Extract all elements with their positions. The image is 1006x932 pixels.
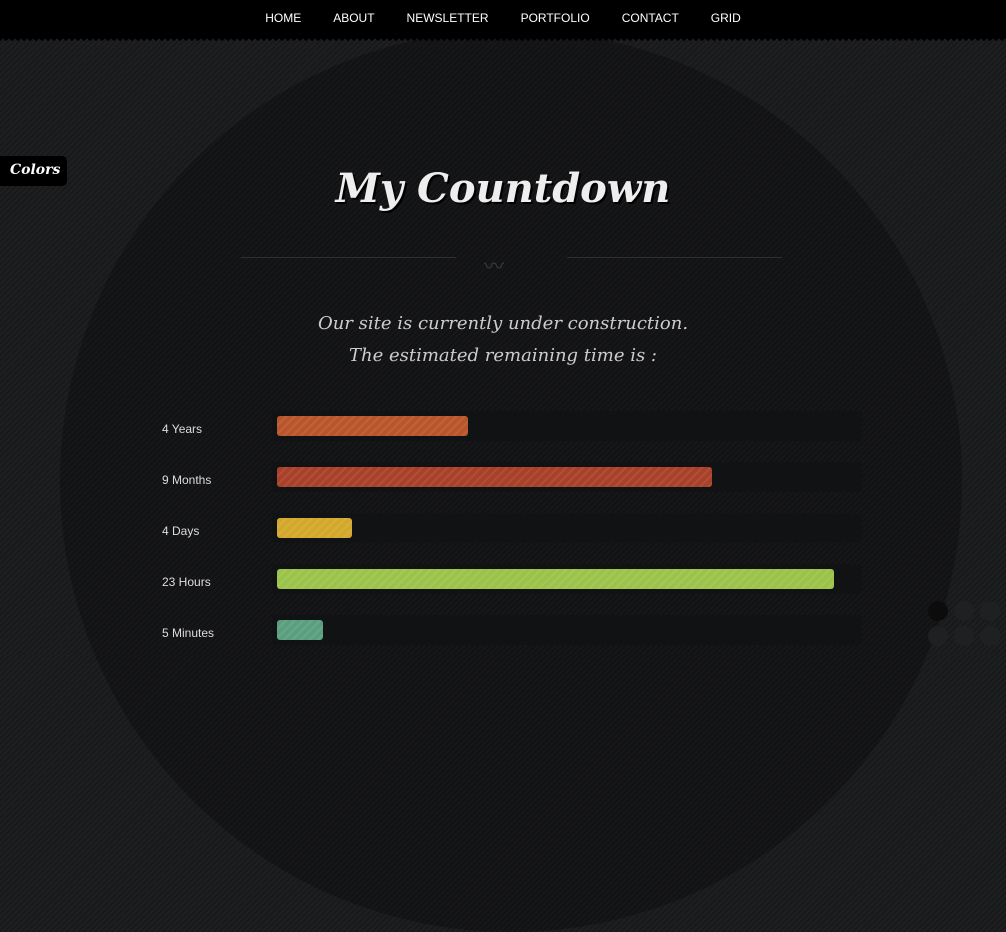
colors-tab[interactable]: Colors <box>0 156 67 186</box>
pattern-swatch[interactable] <box>980 601 1000 621</box>
pattern-swatch[interactable] <box>954 601 974 621</box>
nav-portfolio[interactable]: PORTFOLIO <box>520 11 590 25</box>
progress-track <box>272 564 862 594</box>
countdown-label: 23 Hours <box>162 575 211 589</box>
divider-left <box>241 257 456 258</box>
pattern-swatch[interactable] <box>980 626 1000 646</box>
progress-track <box>272 615 862 645</box>
nav-newsletter[interactable]: NEWSLETTER <box>406 11 489 25</box>
nav-home[interactable]: HOME <box>265 11 302 25</box>
countdown-label: 4 Years <box>162 422 203 436</box>
nav-about[interactable]: ABOUT <box>333 11 375 25</box>
progress-track <box>272 462 862 492</box>
progress-fill <box>277 569 834 589</box>
subtitle: Our site is currently under construction… <box>0 308 1006 372</box>
pattern-swatch[interactable] <box>928 601 948 621</box>
progress-track <box>272 411 862 441</box>
countdown-row: 4 Years <box>162 411 862 441</box>
countdown-label: 4 Days <box>162 524 200 538</box>
nav-contact[interactable]: CONTACT <box>621 11 679 25</box>
countdown-row: 5 Minutes <box>162 615 862 645</box>
pattern-swatch[interactable] <box>928 626 948 646</box>
progress-fill <box>277 467 712 487</box>
divider-right <box>567 257 782 258</box>
page-title: My Countdown <box>335 165 671 212</box>
nav-grid[interactable]: GRID <box>710 11 741 25</box>
subtitle-line-1: Our site is currently under construction… <box>317 313 689 334</box>
countdown-row: 9 Months <box>162 462 862 492</box>
countdown-row: 4 Days <box>162 513 862 543</box>
top-nav: HOME ABOUT NEWSLETTER PORTFOLIO CONTACT … <box>0 0 1006 43</box>
countdown-label: 5 Minutes <box>162 626 215 640</box>
ornament-icon: 〰 <box>484 256 504 278</box>
progress-fill <box>277 416 469 436</box>
countdown-label: 9 Months <box>162 473 212 487</box>
countdown-row: 23 Hours <box>162 564 862 594</box>
progress-track <box>272 513 862 543</box>
subtitle-line-2: The estimated remaining time is : <box>349 345 657 366</box>
progress-fill <box>277 620 324 640</box>
progress-fill <box>277 518 353 538</box>
pattern-swatch[interactable] <box>954 626 974 646</box>
